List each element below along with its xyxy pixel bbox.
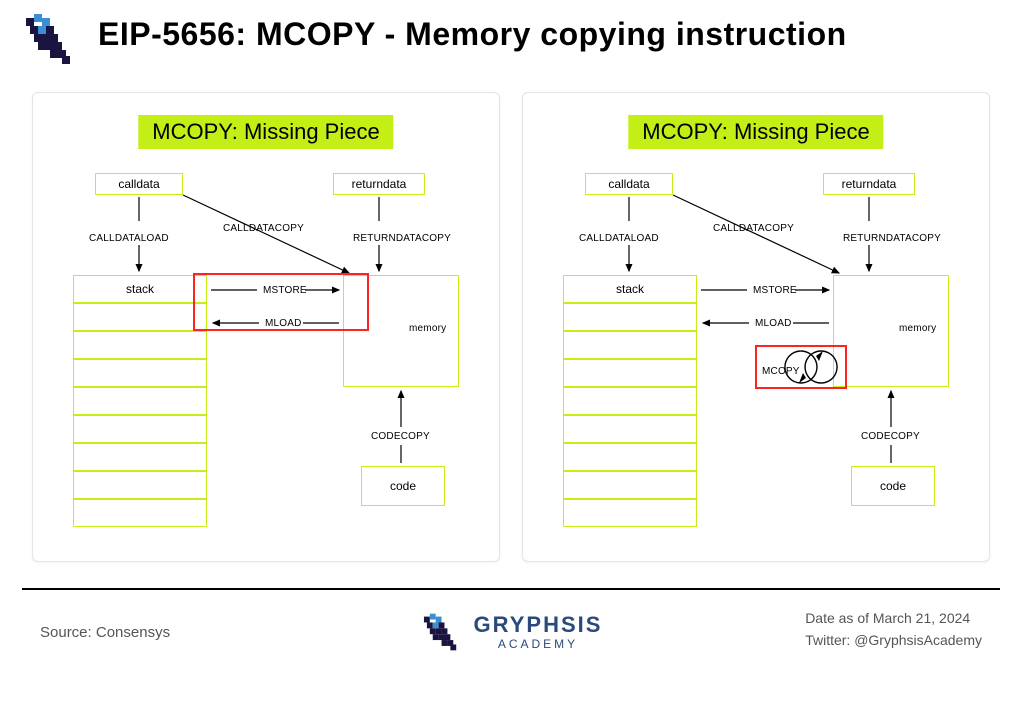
op-returndatacopy: RETURNDATACOPY: [353, 233, 451, 244]
diagram-panels: MCOPY: Missing Piece calldata returndata st…: [0, 74, 1022, 562]
stack-cell: [563, 331, 697, 359]
stack-cell: [563, 387, 697, 415]
gryphsis-logo-icon: [20, 12, 80, 66]
page-title: EIP-5656: MCOPY - Memory copying instruc…: [98, 12, 847, 53]
footer-meta: Date as of March 21, 2024 Twitter: @Gryp…: [805, 610, 982, 654]
source-label: Source: Consensys: [40, 624, 170, 641]
panel-title: MCOPY: Missing Piece: [628, 115, 883, 149]
gryphsis-logo-icon: [420, 612, 464, 652]
stack-cell: [73, 499, 207, 527]
footer-divider: [22, 588, 1000, 590]
op-calldatacopy: CALLDATACOPY: [223, 223, 304, 234]
op-mstore: MSTORE: [753, 285, 797, 296]
stack-cell: stack: [73, 275, 207, 303]
op-returndatacopy: RETURNDATACOPY: [843, 233, 941, 244]
footer-brand-text: GRYPHSIS ACADEMY: [474, 614, 603, 650]
stack-cell: [563, 359, 697, 387]
highlight-box: [193, 273, 369, 331]
footer-twitter: Twitter: @GryphsisAcademy: [805, 632, 982, 648]
stack-cell: [563, 499, 697, 527]
returndata-box: returndata: [333, 173, 425, 195]
diagram-panel-right: MCOPY: Missing Piece calldata returndata st…: [522, 92, 990, 562]
op-mcopy: MCOPY: [762, 366, 800, 377]
op-mload: MLOAD: [755, 318, 792, 329]
memory-label: memory: [899, 323, 936, 334]
op-codecopy: CODECOPY: [371, 431, 430, 442]
brand-sub: ACADEMY: [474, 638, 603, 650]
memory-label: memory: [409, 323, 446, 334]
stack-cell: [73, 387, 207, 415]
stack-cell: [73, 471, 207, 499]
calldata-box: calldata: [585, 173, 673, 195]
stack-cell: [73, 359, 207, 387]
calldata-box: calldata: [95, 173, 183, 195]
footer-brand: GRYPHSIS ACADEMY: [420, 612, 603, 652]
footer-date: Date as of March 21, 2024: [805, 610, 982, 626]
brand-name: GRYPHSIS: [474, 614, 603, 636]
stack-cell: [73, 415, 207, 443]
stack-cell: [563, 471, 697, 499]
op-calldataload: CALLDATALOAD: [579, 233, 659, 244]
stack-cell: [73, 331, 207, 359]
op-calldataload: CALLDATALOAD: [89, 233, 169, 244]
stack-cell: [563, 415, 697, 443]
panel-title: MCOPY: Missing Piece: [138, 115, 393, 149]
stack-cell: stack: [563, 275, 697, 303]
footer: Source: Consensys GRYPHSIS: [0, 600, 1022, 654]
op-codecopy: CODECOPY: [861, 431, 920, 442]
diagram-panel-left: MCOPY: Missing Piece calldata returndata st…: [32, 92, 500, 562]
code-box: code: [851, 466, 935, 506]
stack-cell: [73, 303, 207, 331]
stack-cell: [563, 443, 697, 471]
stack-cell: [73, 443, 207, 471]
returndata-box: returndata: [823, 173, 915, 195]
op-calldatacopy: CALLDATACOPY: [713, 223, 794, 234]
stack-cell: [563, 303, 697, 331]
header: EIP-5656: MCOPY - Memory copying instruc…: [0, 0, 1022, 74]
code-box: code: [361, 466, 445, 506]
